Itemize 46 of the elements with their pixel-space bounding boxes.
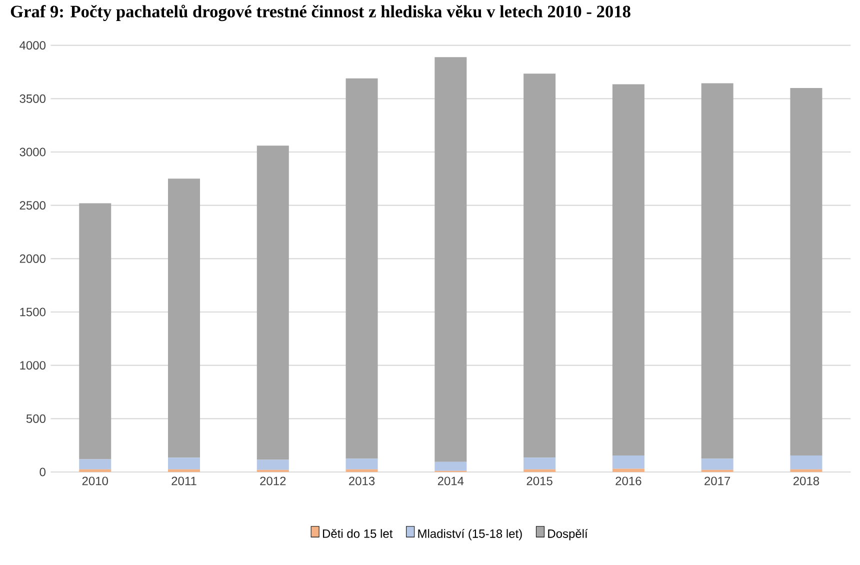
y-tick-label: 0 bbox=[40, 468, 46, 476]
bar bbox=[701, 83, 734, 459]
x-tick-label: 2016 bbox=[616, 476, 642, 486]
x-tick-label: 2013 bbox=[349, 476, 375, 486]
bar bbox=[168, 469, 200, 472]
legend-label: Dospělí bbox=[548, 528, 588, 540]
bar bbox=[612, 84, 644, 456]
bar bbox=[524, 469, 556, 472]
bar bbox=[434, 56, 467, 462]
x-tick-label: 2010 bbox=[82, 476, 108, 486]
x-tick-label: 2011 bbox=[172, 476, 196, 486]
x-tick-label: 2014 bbox=[438, 476, 464, 486]
bar bbox=[168, 178, 200, 458]
bar bbox=[168, 457, 200, 470]
y-tick-label: 3000 bbox=[20, 148, 46, 156]
bar bbox=[790, 88, 822, 456]
x-tick-label: 2017 bbox=[704, 476, 730, 486]
bar bbox=[79, 203, 112, 460]
bar bbox=[79, 469, 112, 472]
x-tick-label: 2015 bbox=[526, 476, 552, 486]
bar bbox=[434, 462, 467, 471]
bar bbox=[790, 469, 822, 472]
bar bbox=[701, 458, 734, 470]
bar bbox=[612, 468, 644, 472]
y-tick-label: 3500 bbox=[20, 94, 46, 103]
chart-title: Graf 9: Počty pachatelů drogové trestné činnost z hlediska věku v letech 2010 - 2018 bbox=[10, 4, 630, 21]
y-tick-label: 2500 bbox=[20, 200, 46, 210]
bar bbox=[612, 455, 644, 469]
bar bbox=[346, 458, 378, 470]
x-tick-label: 2018 bbox=[793, 476, 820, 486]
y-tick-label: 2000 bbox=[20, 254, 46, 263]
y-tick-label: 1000 bbox=[20, 360, 46, 370]
bar bbox=[346, 78, 378, 459]
x-tick-label: 2012 bbox=[260, 476, 286, 486]
y-tick-label: 4000 bbox=[20, 40, 46, 50]
bar bbox=[524, 457, 556, 470]
bar bbox=[256, 460, 289, 470]
bar bbox=[79, 459, 112, 470]
bar bbox=[790, 455, 822, 470]
bar bbox=[256, 145, 289, 460]
y-tick-label: 500 bbox=[26, 414, 46, 423]
legend-label: Děti do 15 let bbox=[322, 528, 393, 538]
y-tick-label: 1500 bbox=[20, 308, 46, 316]
bar bbox=[346, 469, 378, 472]
bar bbox=[524, 73, 556, 458]
legend-label: Mladiství (15-18 let) bbox=[418, 528, 522, 540]
